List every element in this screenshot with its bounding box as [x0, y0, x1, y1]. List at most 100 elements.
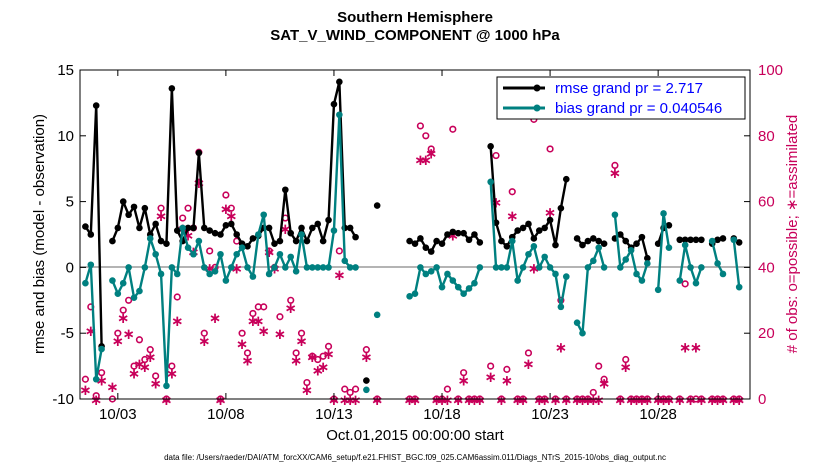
obs-possible-marker [492, 151, 500, 160]
obs-assimilated-marker: ∗ [614, 392, 627, 409]
obs-assimilated-marker: ∗ [711, 392, 724, 409]
rmse-point [546, 216, 554, 224]
obs-possible-marker [303, 378, 311, 387]
obs-assimilated-marker: ∗ [198, 333, 211, 350]
rmse-point [530, 235, 538, 242]
bias-point [363, 386, 370, 394]
bias-point [265, 270, 273, 278]
obs-assimilated-marker: ∗ [166, 366, 179, 383]
obs-possible-marker [524, 349, 533, 357]
bias-point [314, 264, 322, 271]
bias-point [114, 290, 122, 298]
obs-assimilated-marker: ∗ [160, 392, 173, 409]
bias-series-line [732, 239, 741, 288]
bias-point [303, 264, 311, 271]
bias-point [319, 264, 327, 271]
bias-point [654, 286, 662, 294]
bias-point [454, 283, 462, 291]
bias-point [173, 270, 181, 278]
rmse-point [654, 240, 662, 248]
obs-assimilated-marker: ∗ [128, 366, 141, 383]
rmse-point [411, 240, 419, 248]
rmse-point [535, 227, 543, 234]
bias-point [249, 273, 257, 280]
obs-assimilated-marker: ∗ [625, 392, 638, 409]
rmse-point [584, 237, 592, 245]
obs-assimilated-marker: ∗ [290, 353, 303, 370]
rmse-point [449, 228, 457, 236]
rmse-point [206, 227, 213, 234]
bias-point [546, 264, 554, 271]
obs-possible-marker [200, 329, 208, 337]
rmse-point [638, 233, 646, 241]
obs-assimilated-marker: ∗ [652, 392, 665, 409]
obs-assimilated-marker: ∗ [122, 326, 135, 343]
obs-possible-marker [152, 372, 160, 380]
x-tick-label: 10/08 [207, 406, 245, 423]
obs-assimilated-marker: ∗ [333, 267, 346, 284]
bias-point [195, 237, 203, 245]
obs-assimilated-marker: ∗ [684, 392, 697, 409]
rmse-point [692, 236, 700, 244]
rmse-point [714, 236, 721, 244]
obs-assimilated-marker: ∗ [112, 333, 125, 350]
bias-point [487, 178, 494, 186]
obs-assimilated-marker: ∗ [663, 392, 676, 409]
obs-assimilated-marker: ∗ [506, 208, 519, 225]
rmse-point [454, 229, 462, 237]
x-tick-label: 10/13 [315, 406, 353, 423]
bias-point [514, 277, 521, 284]
obs-assimilated-marker: ∗ [252, 313, 265, 330]
rmse-point [141, 204, 149, 212]
bias-point [260, 211, 268, 219]
rmse-point [87, 231, 95, 238]
obs-assimilated-marker: ∗ [344, 392, 357, 409]
obs-possible-marker [681, 280, 689, 288]
obs-assimilated-marker: ∗ [522, 356, 535, 373]
obs-assimilated-marker: ∗ [360, 349, 373, 366]
bias-point [298, 231, 305, 238]
y-tick-label: 5 [66, 194, 74, 211]
obs-possible-marker [341, 385, 349, 393]
rmse-point [217, 231, 224, 238]
bias-point [341, 257, 349, 265]
obs-possible-marker [487, 362, 495, 370]
bias-point [119, 279, 127, 287]
rmse-point [735, 239, 743, 246]
obs-assimilated-marker: ∗ [301, 382, 314, 399]
obs-assimilated-marker: ∗ [517, 392, 530, 409]
legend-rmse-marker [533, 84, 541, 92]
legend: rmse grand pr = 2.717 bias grand pr = 0.… [496, 76, 746, 120]
bias-point [330, 227, 338, 234]
obs-possible-marker [179, 214, 187, 222]
bias-point [309, 264, 316, 271]
bias-point [644, 260, 651, 267]
rmse-point [687, 236, 694, 244]
obs-possible-marker [119, 306, 127, 314]
bias-point [287, 253, 295, 261]
plot-frame [79, 69, 751, 400]
bias-point [152, 250, 159, 258]
obs-assimilated-marker: ∗ [679, 339, 692, 356]
obs-assimilated-marker: ∗ [241, 353, 254, 370]
rmse-point [471, 231, 478, 238]
obs-assimilated-marker: ∗ [560, 392, 573, 409]
rmse-point [422, 244, 430, 251]
obs-assimilated-marker: ∗ [193, 175, 206, 192]
rmse-point [190, 224, 197, 232]
obs-assimilated-marker: ∗ [728, 392, 741, 409]
bias-point [622, 256, 630, 263]
obs-possible-marker [324, 342, 333, 350]
obs-assimilated-marker: ∗ [484, 369, 497, 386]
obs-possible-marker [314, 355, 322, 364]
obs-assimilated-marker: ∗ [463, 392, 476, 409]
obs-assimilated-marker: ∗ [209, 310, 222, 327]
obs-possible-marker [276, 313, 284, 321]
bias-point [422, 270, 430, 278]
rmse-point [519, 224, 527, 232]
bias-point [146, 235, 154, 242]
obs-possible-marker [346, 388, 354, 397]
obs-possible-marker [81, 375, 90, 383]
rmse-point [92, 102, 100, 109]
bias-series-line [84, 263, 103, 381]
